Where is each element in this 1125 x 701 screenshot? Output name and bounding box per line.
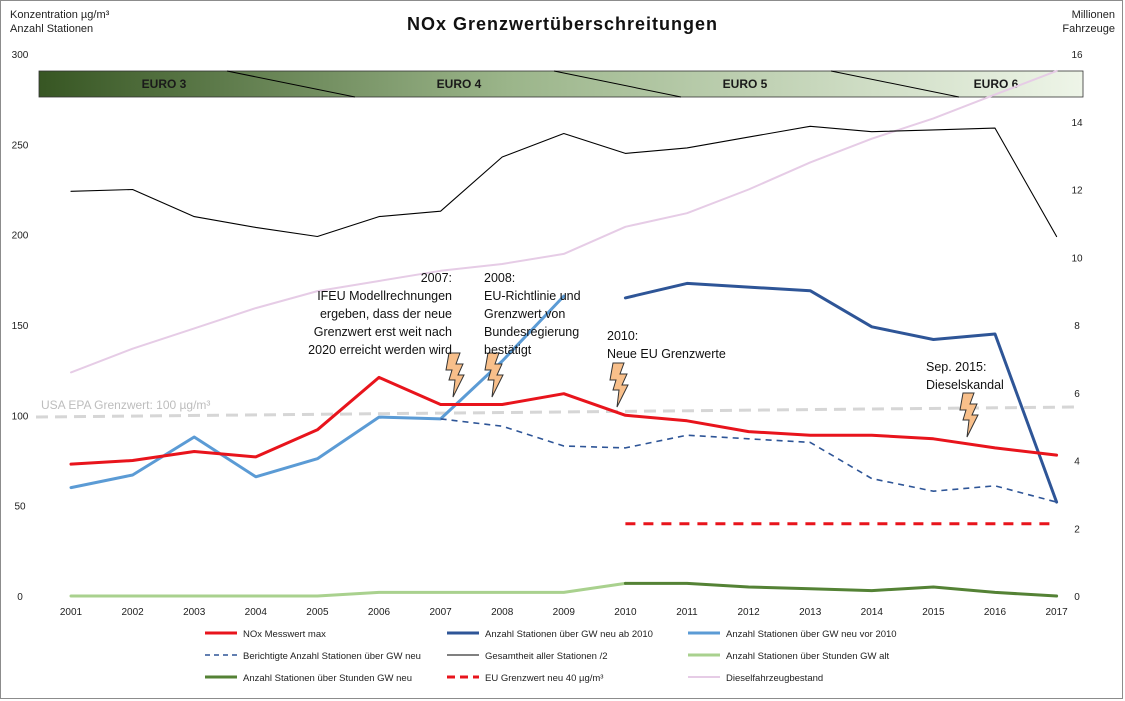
annotation-line: 2008: xyxy=(484,271,516,285)
legend-label: Anzahl Stationen über Stunden GW neu xyxy=(243,673,412,684)
x-tick-label: 2007 xyxy=(429,607,452,618)
y-right-tick-label: 4 xyxy=(1074,457,1080,468)
y-right-tick-label: 14 xyxy=(1071,118,1083,129)
legend-label: Anzahl Stationen über GW neu ab 2010 xyxy=(485,629,653,640)
annotation-line: ergeben, dass der neue xyxy=(319,307,452,321)
series-line-hours-new xyxy=(623,581,1059,598)
x-tick-label: 2002 xyxy=(121,607,144,618)
x-tick-label: 2004 xyxy=(245,607,268,618)
x-tick-label: 2006 xyxy=(368,607,391,618)
euro-band-divider xyxy=(830,70,960,98)
euro-band: EURO 3 EURO 4 EURO 5 EURO 6 xyxy=(38,70,1084,98)
y-right-tick-label: 2 xyxy=(1074,524,1080,535)
x-tick-label: 2008 xyxy=(491,607,514,618)
annotation-line: 2020 erreicht werden wird xyxy=(308,343,452,357)
y-left-tick-label: 50 xyxy=(14,502,26,513)
legend-label: NOx Messwert max xyxy=(243,629,326,640)
annotation-line: Dieselskandal xyxy=(926,378,1004,392)
legend-label: Gesamtheit aller Stationen /2 xyxy=(485,651,608,662)
x-tick-label: 2012 xyxy=(737,607,760,618)
euro-label: EURO 6 xyxy=(974,77,1019,91)
left-axis-label-line: Anzahl Stationen xyxy=(10,23,94,35)
x-tick-label: 2013 xyxy=(799,607,822,618)
x-tick-label: 2003 xyxy=(183,607,206,618)
annotation-line: 2007: xyxy=(420,271,452,285)
chart-title: NOx Grenzwertüberschreitungen xyxy=(406,14,719,34)
series-line-corrected xyxy=(440,418,1057,503)
y-right-tick-label: 10 xyxy=(1071,253,1083,264)
euro-band-divider xyxy=(553,70,682,98)
legend-label: Berichtigte Anzahl Stationen über GW neu xyxy=(243,651,421,662)
y-left-tick-label: 300 xyxy=(12,50,29,61)
epa-reference-line xyxy=(35,405,1081,419)
series-line-diesel xyxy=(70,69,1058,374)
x-tick-label: 2011 xyxy=(676,607,698,618)
right-axis-label: Millionen Fahrzeuge xyxy=(1062,8,1115,36)
x-tick-label: 2009 xyxy=(553,607,576,618)
legend-label: Anzahl Stationen über Stunden GW alt xyxy=(726,651,890,662)
annotation-line: Grenzwert erst weit nach xyxy=(313,325,452,339)
lightning-icon xyxy=(609,362,629,408)
annotation-line: Sep. 2015: xyxy=(926,360,987,374)
euro-label: EURO 4 xyxy=(437,77,482,91)
y-left-tick-label: 200 xyxy=(12,231,29,242)
annotation-line: bestätigt xyxy=(484,343,532,357)
x-tick-label: 2017 xyxy=(1045,607,1068,618)
x-tick-label: 2015 xyxy=(922,607,945,618)
right-axis-label-line: Fahrzeuge xyxy=(1062,23,1115,35)
series-lines: USA EPA Grenzwert: 100 µg/m³ xyxy=(35,69,1081,598)
legend-label: Anzahl Stationen über GW neu vor 2010 xyxy=(726,629,897,640)
euro-label: EURO 3 xyxy=(142,77,187,91)
series-line-total xyxy=(70,125,1058,238)
annotation-line: Neue EU Grenzwerte xyxy=(607,347,726,361)
annotation-line: EU-Richtlinie und xyxy=(484,289,581,303)
annotation-line: IFEU Modellrechnungen xyxy=(317,289,452,303)
epa-reference-label: USA EPA Grenzwert: 100 µg/m³ xyxy=(41,398,210,412)
y-right-tick-label: 6 xyxy=(1074,389,1080,400)
annotation-2010: 2010: Neue EU Grenzwerte xyxy=(607,327,726,363)
euro-band-divider xyxy=(226,70,356,98)
annotation-2015: Sep. 2015: Dieselskandal xyxy=(926,358,1004,394)
annotation-line: Bundesregierung xyxy=(484,325,580,339)
euro-band-bg xyxy=(38,70,1084,98)
bolt-markers xyxy=(445,352,979,438)
x-tick-label: 2010 xyxy=(614,607,637,618)
x-tick-label: 2001 xyxy=(60,607,83,618)
y-left-tick-label: 250 xyxy=(12,140,29,151)
annotation-2007: 2007: IFEU Modellrechnungen ergeben, das… xyxy=(308,269,452,359)
y-left-tick-label: 100 xyxy=(12,411,29,422)
lightning-icon xyxy=(484,352,504,398)
x-tick-label: 2016 xyxy=(984,607,1007,618)
annotation-line: Grenzwert von xyxy=(484,307,566,321)
annotation-line: 2010: xyxy=(607,329,639,343)
series-line-hours-old xyxy=(69,581,627,598)
left-axis-label: Konzentration µg/m³ Anzahl Stationen xyxy=(10,8,109,36)
series-line-stations-new xyxy=(623,281,1059,504)
y-right-tick-label: 16 xyxy=(1071,50,1083,61)
x-tick-label: 2014 xyxy=(861,607,884,618)
lightning-icon xyxy=(959,392,979,438)
euro-label: EURO 5 xyxy=(723,77,768,91)
y-left-tick-label: 150 xyxy=(12,321,29,332)
y-right-tick-label: 12 xyxy=(1071,186,1083,197)
y-right-tick-label: 8 xyxy=(1074,321,1080,332)
series-line-stations-old xyxy=(69,294,566,490)
lightning-icon xyxy=(445,352,465,398)
y-left-tick-label: 0 xyxy=(17,592,23,603)
x-tick-label: 2005 xyxy=(306,607,329,618)
annotation-2008: 2008: EU-Richtlinie und Grenzwert von Bu… xyxy=(484,269,581,359)
legend-label: Dieselfahrzeugbestand xyxy=(726,673,823,684)
y-right-tick-label: 0 xyxy=(1074,592,1080,603)
legend-label: EU Grenzwert neu 40 µg/m³ xyxy=(485,673,603,684)
left-axis-label-line: Konzentration µg/m³ xyxy=(10,9,110,21)
axes: 0 50 100 150 200 250 300 0 2 4 6 8 10 12 14 16 2001 2002 2… xyxy=(12,50,1083,618)
series-line-nox xyxy=(69,375,1059,466)
legend: NOx Messwert max Anzahl Stationen über GW… xyxy=(205,629,897,684)
right-axis-label-line: Millionen xyxy=(1071,9,1115,21)
